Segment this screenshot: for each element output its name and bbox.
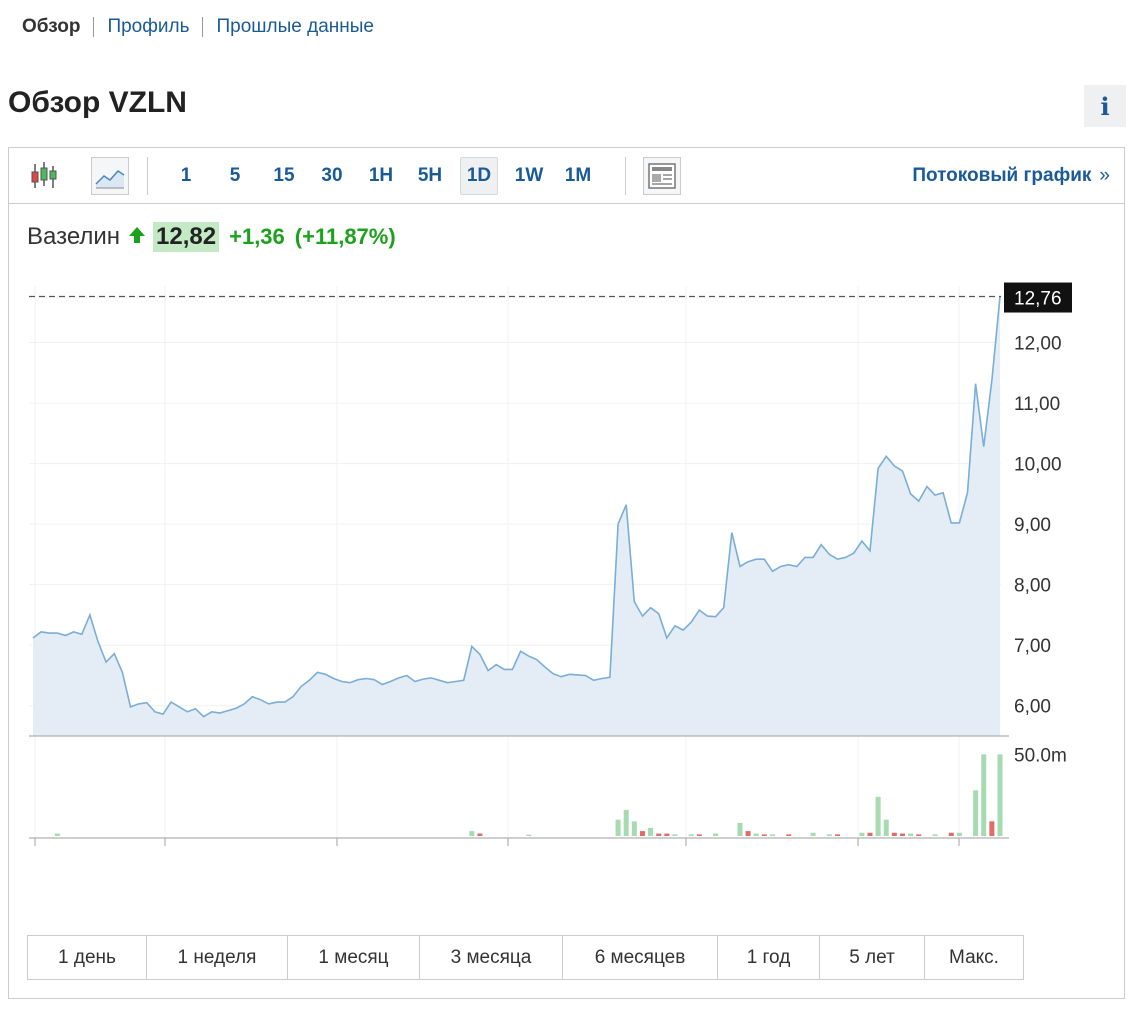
volume-bar — [973, 790, 979, 836]
volume-bar — [810, 832, 816, 836]
y-tick-label: 9,00 — [1014, 515, 1051, 536]
y-tick-label: 8,00 — [1014, 576, 1051, 597]
volume-bar — [997, 754, 1003, 836]
toolbar-divider — [625, 157, 626, 195]
y-tick-label: 7,00 — [1014, 636, 1051, 657]
volume-bar — [737, 822, 743, 836]
volume-bar — [867, 832, 873, 836]
volume-bar — [745, 831, 751, 836]
volume-bar — [526, 834, 532, 836]
volume-bar — [989, 821, 995, 836]
streaming-chart-link[interactable]: Потоковый график » — [912, 157, 1110, 195]
volume-bar — [786, 834, 792, 836]
volume-bar — [761, 834, 767, 836]
volume-bar — [672, 834, 678, 836]
quote-line: Вазелин 12,82 +1,36 (+11,87%) — [27, 222, 406, 252]
nav-profile[interactable]: Профиль — [107, 16, 190, 37]
volume-bar — [883, 819, 889, 836]
interval-5h[interactable]: 5H — [417, 165, 443, 186]
y-tick-label: 12,00 — [1014, 334, 1062, 355]
volume-bar — [753, 833, 759, 836]
range-5y[interactable]: 5 лет — [820, 936, 925, 979]
y-tick-label: 11,00 — [1014, 394, 1060, 415]
interval-1[interactable]: 1 — [180, 165, 192, 186]
chart-panel: 1 5 15 30 1H 5H 1D 1W 1M Потоковый графи… — [8, 147, 1125, 999]
interval-1m[interactable]: 1M — [564, 165, 592, 186]
volume-bar — [623, 809, 629, 836]
interval-15[interactable]: 15 — [273, 165, 295, 186]
streaming-chart-label: Потоковый график — [912, 165, 1092, 186]
volume-bar — [981, 754, 987, 836]
volume-bar — [713, 833, 719, 836]
last-price: 12,82 — [153, 222, 220, 252]
volume-bar — [834, 834, 840, 836]
volume-bar — [875, 796, 881, 836]
y-tick-label: 6,00 — [1014, 697, 1051, 718]
area-chart-icon[interactable] — [91, 157, 129, 195]
interval-5[interactable]: 5 — [229, 165, 241, 186]
volume-bar — [826, 834, 832, 836]
price-line — [32, 296, 1001, 718]
last-price-label: 12,76 — [1014, 289, 1062, 310]
nav-separator — [93, 17, 95, 37]
range-max[interactable]: Макс. — [949, 947, 999, 968]
range-1y[interactable]: 1 год — [718, 936, 820, 979]
last-price-badge — [1004, 282, 1072, 313]
price-change: +1,36 — [229, 224, 285, 249]
toolbar-divider — [147, 157, 148, 195]
range-6m[interactable]: 6 месяцев — [563, 936, 718, 979]
volume-bar — [956, 832, 962, 836]
volume-bar — [639, 831, 645, 836]
arrow-up-icon — [128, 223, 146, 251]
nav-overview[interactable]: Обзор — [22, 16, 81, 37]
price-area — [33, 296, 1000, 736]
volume-bar — [615, 819, 621, 836]
range-selector: 1 день 1 неделя 1 месяц 3 месяца 6 месяц… — [27, 935, 1024, 980]
range-1m[interactable]: 1 месяц — [288, 936, 420, 979]
volume-bar — [469, 831, 475, 836]
volume-bar — [477, 833, 483, 836]
volume-bar — [769, 834, 775, 836]
volume-bar — [656, 833, 662, 836]
range-1d[interactable]: 1 день — [28, 936, 147, 979]
range-1w[interactable]: 1 неделя — [147, 936, 288, 979]
interval-30[interactable]: 30 — [321, 165, 343, 186]
y-tick-label: 10,00 — [1014, 455, 1062, 476]
info-button[interactable]: i — [1084, 85, 1126, 127]
top-nav: Обзор Профиль Прошлые данные — [22, 16, 374, 38]
volume-bar — [908, 833, 914, 836]
nav-history[interactable]: Прошлые данные — [216, 16, 374, 37]
volume-bar — [664, 833, 670, 836]
volume-bar — [859, 832, 865, 836]
volume-bar — [688, 834, 694, 836]
range-3m[interactable]: 3 месяца — [420, 936, 563, 979]
page-title: Обзор VZLN — [8, 86, 187, 119]
volume-bar — [932, 834, 938, 836]
volume-bar — [648, 827, 654, 836]
volume-bar — [696, 834, 702, 836]
volume-bar — [948, 832, 954, 836]
volume-bar — [891, 832, 897, 836]
price-chart[interactable]: 6,00 7,00 8,00 9,00 10,00 11,00 12,00 12,76 50.0… — [9, 148, 1124, 928]
news-icon[interactable] — [643, 157, 681, 195]
price-change-percent: (+11,87%) — [294, 224, 396, 249]
chart-toolbar: 1 5 15 30 1H 5H 1D 1W 1M Потоковый графи… — [9, 148, 1124, 204]
volume-bar — [916, 834, 922, 836]
volume-tick-label: 50.0m — [1014, 745, 1067, 766]
instrument-name: Вазелин — [27, 223, 121, 250]
interval-1w[interactable]: 1W — [514, 165, 544, 186]
interval-1h[interactable]: 1H — [368, 165, 394, 186]
volume-bar — [899, 833, 905, 836]
chevron-right-icon: » — [1099, 165, 1110, 186]
volume-bar — [631, 821, 637, 836]
candlestick-chart-icon[interactable] — [25, 157, 63, 195]
nav-separator — [202, 17, 204, 37]
interval-1d[interactable]: 1D — [460, 157, 498, 195]
volume-bar — [54, 833, 60, 836]
